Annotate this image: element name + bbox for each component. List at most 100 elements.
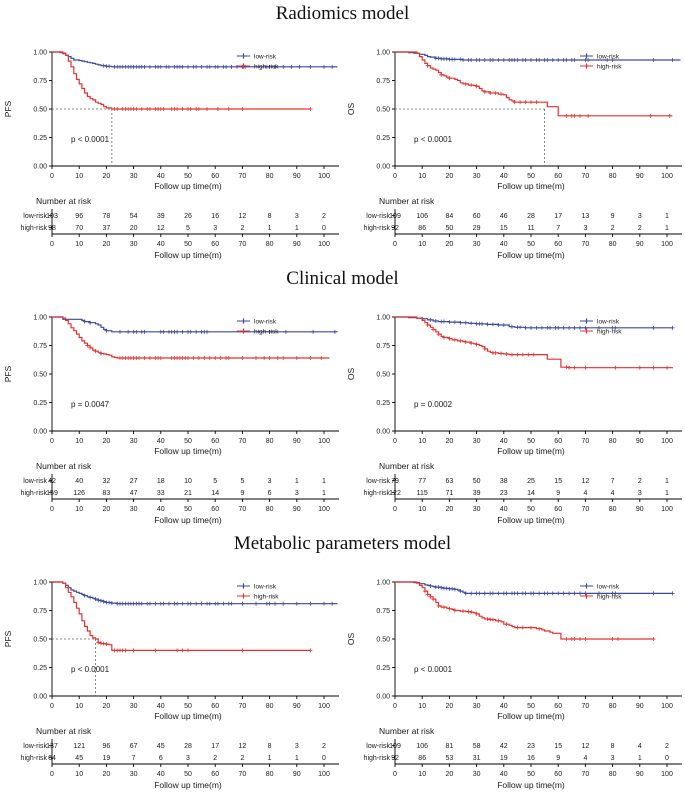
km-chart: 0.000.250.500.751.000 10 20 30 40 50 60 70 80 90 1… bbox=[346, 315, 682, 525]
risk-count: 1 bbox=[295, 755, 299, 762]
risk-x-tick-label: 40 bbox=[500, 771, 508, 778]
risk-x-tick-label: 10 bbox=[75, 506, 83, 513]
risk-x-tick-label: 30 bbox=[473, 506, 481, 513]
risk-row-label: low-risk bbox=[23, 213, 47, 220]
risk-x-tick-label: 100 bbox=[661, 771, 673, 778]
risk-count: 12 bbox=[582, 743, 590, 750]
risk-count: 2 bbox=[665, 743, 669, 750]
section-title: Clinical model bbox=[286, 268, 399, 289]
risk-table-header: Number at risk bbox=[379, 196, 435, 206]
x-axis-title: Follow up time(m) bbox=[497, 181, 565, 191]
legend-label: low-risk bbox=[597, 53, 620, 60]
risk-count: 3 bbox=[638, 213, 642, 220]
risk-count: 12 bbox=[239, 743, 247, 750]
x-tick-label: 100 bbox=[318, 173, 330, 180]
risk-count: 2 bbox=[638, 225, 642, 232]
p-value: p = 0.0002 bbox=[414, 400, 453, 409]
risk-row-label: high-risk bbox=[21, 225, 48, 232]
low-risk-curve bbox=[395, 316, 673, 329]
x-tick-label: 40 bbox=[157, 438, 165, 445]
risk-x-tick-label: 40 bbox=[157, 771, 165, 778]
x-tick-label: 30 bbox=[473, 173, 481, 180]
x-tick-label: 90 bbox=[293, 703, 301, 710]
risk-count: 18 bbox=[157, 478, 165, 485]
y-axis-title: OS bbox=[346, 103, 356, 116]
risk-x-tick-label: 90 bbox=[293, 506, 301, 513]
risk-count: 20 bbox=[130, 225, 138, 232]
x-tick-label: 20 bbox=[446, 703, 454, 710]
x-tick-label: 80 bbox=[609, 703, 617, 710]
risk-count: 0 bbox=[322, 225, 326, 232]
p-value: p < 0.0001 bbox=[71, 665, 110, 674]
x-tick-label: 20 bbox=[446, 173, 454, 180]
risk-count: 5 bbox=[186, 225, 190, 232]
y-axis-title: OS bbox=[346, 368, 356, 381]
risk-count: 84 bbox=[446, 213, 454, 220]
high-risk-curve bbox=[395, 316, 673, 369]
km-chart: 0.000.250.500.751.000 10 20 30 40 50 60 70 80 90 1… bbox=[3, 580, 339, 790]
risk-x-tick-label: 60 bbox=[554, 241, 562, 248]
risk-count: 8 bbox=[268, 743, 272, 750]
y-tick-label: 0.50 bbox=[33, 372, 47, 379]
y-tick-label: 0.25 bbox=[376, 665, 390, 672]
y-tick-label: 0.00 bbox=[33, 429, 47, 436]
y-tick-label: 0.00 bbox=[376, 694, 390, 701]
km-panel-metabolic-os: 0.00 0.25 0.50 0.75 1.00 0 10 20 30 40 50 60 70 80 90 1… bbox=[343, 556, 685, 796]
risk-row-label: low-risk bbox=[366, 213, 390, 220]
risk-count: 39 bbox=[473, 490, 481, 497]
risk-count: 47 bbox=[130, 490, 138, 497]
y-tick-label: 0.75 bbox=[376, 78, 390, 85]
risk-x-tick-label: 90 bbox=[293, 771, 301, 778]
y-axis-title: PFS bbox=[3, 365, 13, 382]
x-tick-label: 50 bbox=[527, 173, 535, 180]
risk-count: 1 bbox=[322, 490, 326, 497]
risk-x-tick-label: 70 bbox=[582, 241, 590, 248]
risk-x-tick-label: 0 bbox=[393, 241, 397, 248]
risk-count: 115 bbox=[417, 490, 428, 497]
risk-x-tick-label: 80 bbox=[609, 241, 617, 248]
risk-x-tick-label: 70 bbox=[582, 771, 590, 778]
risk-count: 77 bbox=[418, 478, 426, 485]
risk-count: 3 bbox=[186, 755, 190, 762]
y-tick-label: 0.00 bbox=[376, 164, 390, 171]
risk-count: 5 bbox=[240, 478, 244, 485]
risk-count: 3 bbox=[295, 490, 299, 497]
risk-count: 23 bbox=[527, 743, 535, 750]
y-tick-label: 0.50 bbox=[33, 107, 47, 114]
x-tick-label: 30 bbox=[130, 703, 138, 710]
risk-x-tick-label: 50 bbox=[527, 241, 535, 248]
x-tick-label: 20 bbox=[103, 173, 111, 180]
risk-count: 9 bbox=[556, 755, 560, 762]
x-tick-label: 90 bbox=[636, 173, 644, 180]
risk-x-tick-label: 30 bbox=[473, 771, 481, 778]
y-tick-label: 0.75 bbox=[33, 608, 47, 615]
risk-count: 1 bbox=[665, 225, 669, 232]
km-panel-clinical-pfs: 0.00 0.25 0.50 0.75 1.00 0 10 20 30 40 50 60 70 80 90 1… bbox=[0, 291, 342, 531]
risk-x-axis-title: Follow up time(m) bbox=[154, 250, 222, 260]
risk-x-tick-label: 10 bbox=[418, 771, 426, 778]
high-risk-curve bbox=[52, 51, 311, 110]
x-tick-label: 50 bbox=[184, 703, 192, 710]
risk-count: 21 bbox=[184, 490, 192, 497]
section-row: 0.00 0.25 0.50 0.75 1.00 0 10 20 30 40 50 60 70 80 90 1… bbox=[0, 26, 685, 266]
risk-x-tick-label: 20 bbox=[103, 771, 111, 778]
risk-count: 0 bbox=[665, 755, 669, 762]
risk-count: 58 bbox=[473, 743, 481, 750]
risk-count: 40 bbox=[75, 478, 83, 485]
risk-x-tick-label: 80 bbox=[266, 506, 274, 513]
risk-count: 2 bbox=[240, 225, 244, 232]
risk-count: 12 bbox=[157, 225, 165, 232]
km-chart: 0.000.250.500.751.000 10 20 30 40 50 60 70 80 90 1… bbox=[3, 315, 339, 525]
risk-count: 8 bbox=[268, 213, 272, 220]
x-tick-label: 70 bbox=[239, 173, 247, 180]
risk-count: 45 bbox=[75, 755, 83, 762]
risk-x-tick-label: 20 bbox=[446, 241, 454, 248]
risk-x-tick-label: 50 bbox=[527, 771, 535, 778]
x-tick-label: 0 bbox=[393, 173, 397, 180]
x-tick-label: 50 bbox=[184, 173, 192, 180]
x-tick-label: 70 bbox=[239, 438, 247, 445]
x-tick-label: 30 bbox=[473, 438, 481, 445]
y-tick-label: 0.00 bbox=[376, 429, 390, 436]
risk-x-tick-label: 80 bbox=[609, 771, 617, 778]
